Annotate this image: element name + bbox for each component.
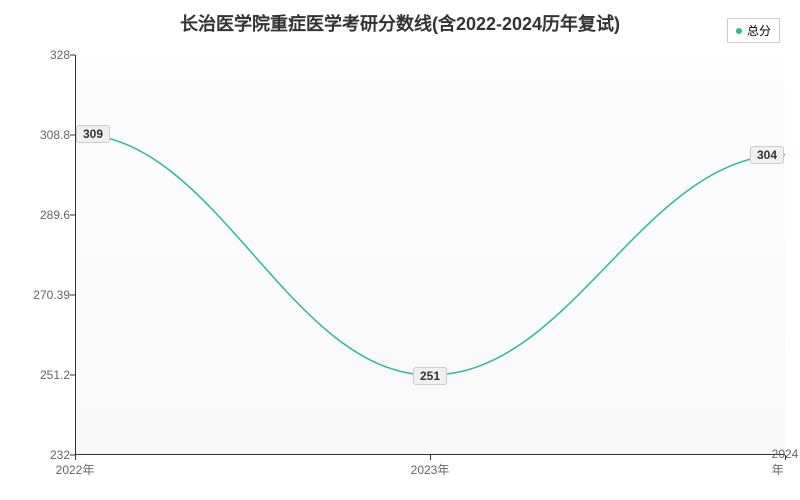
y-tick [70,375,75,376]
legend-dot [736,28,742,34]
legend: 总分 [727,18,780,43]
y-tick [70,55,75,56]
y-tick-label: 232 [15,448,70,462]
line-path-svg [76,55,785,454]
chart-container: 长治医学院重症医学考研分数线(含2022-2024历年复试) 总分 232 251… [0,0,800,500]
y-tick [70,135,75,136]
y-tick-label: 270.39 [15,288,70,302]
legend-label: 总分 [747,22,771,39]
y-tick-label: 328 [15,48,70,62]
y-tick-label: 251.2 [15,368,70,382]
plot-area [75,55,785,455]
y-tick [70,215,75,216]
x-tick-label: 2022年 [56,461,95,478]
chart-title: 长治医学院重症医学考研分数线(含2022-2024历年复试) [0,10,800,36]
y-tick-label: 289.6 [15,208,70,222]
x-tick [430,455,431,460]
series-line [76,134,785,375]
y-tick [70,295,75,296]
data-point-label: 251 [413,367,447,385]
y-tick-label: 308.8 [15,128,70,142]
x-tick-label: 2023年 [411,461,450,478]
x-tick-label: 2024年 [772,447,799,478]
x-tick [75,455,76,460]
data-point-label: 304 [750,146,784,164]
data-point-label: 309 [76,125,110,143]
x-tick [785,455,786,460]
